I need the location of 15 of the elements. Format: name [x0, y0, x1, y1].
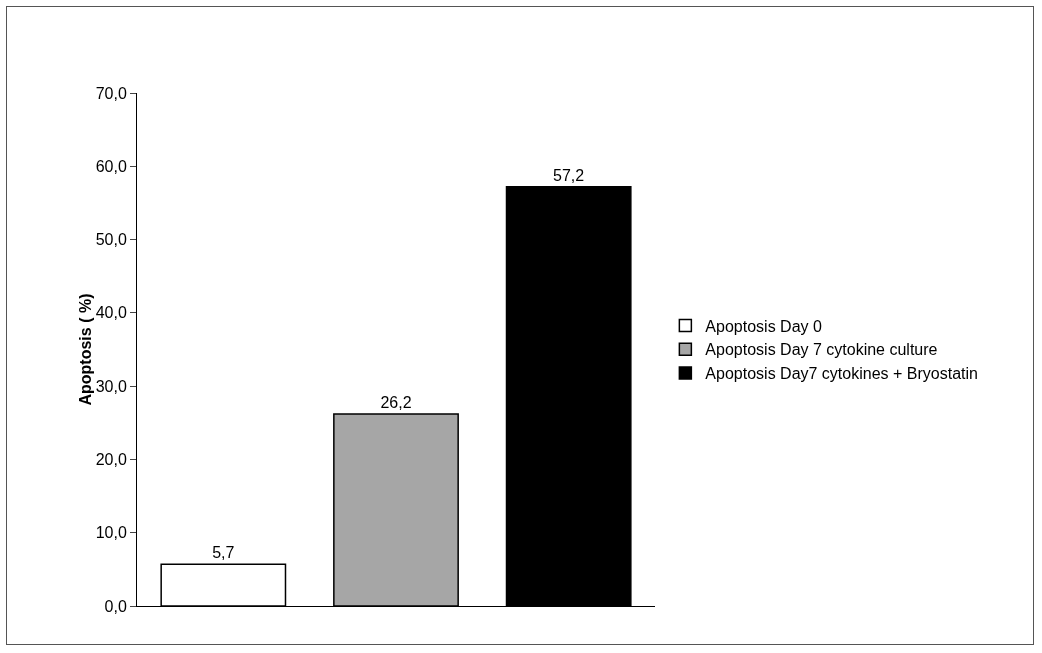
y-tick-label: 20,0 [95, 451, 127, 469]
data-label: 26,2 [380, 393, 412, 411]
legend-label: Apoptosis Day7 cytokines + Bryostatin [705, 365, 978, 383]
legend-label: Apoptosis Day 7 cytokine culture [705, 341, 938, 359]
y-tick-label: 50,0 [95, 231, 127, 249]
y-tick-label: 60,0 [95, 157, 127, 175]
y-tick-label: 0,0 [104, 597, 127, 615]
data-label: 5,7 [212, 544, 235, 562]
legend-label: Apoptosis Day 0 [705, 317, 822, 335]
y-tick-label: 10,0 [95, 524, 127, 542]
y-tick-label: 30,0 [95, 377, 127, 395]
y-tick-label: 70,0 [95, 84, 127, 102]
y-tick-label: 40,0 [95, 304, 127, 322]
y-axis-title: Apoptosis ( %) [76, 293, 94, 406]
data-label: 57,2 [553, 166, 585, 184]
